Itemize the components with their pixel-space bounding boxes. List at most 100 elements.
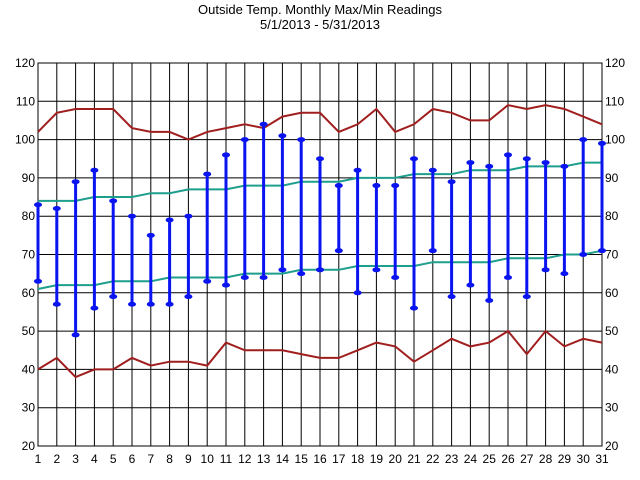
daily-min-marker bbox=[522, 294, 531, 300]
daily-min-marker bbox=[297, 271, 306, 277]
y-tick-label-right: 110 bbox=[605, 94, 624, 108]
x-tick-label: 22 bbox=[426, 452, 440, 466]
y-tick-label-right: 80 bbox=[605, 209, 619, 223]
x-tick-label: 29 bbox=[558, 452, 572, 466]
y-tick-label-left: 80 bbox=[22, 209, 36, 223]
y-tick-label-right: 100 bbox=[605, 133, 625, 147]
daily-max-marker bbox=[372, 183, 381, 189]
daily-max-marker bbox=[466, 160, 475, 166]
x-tick-label: 27 bbox=[520, 452, 534, 466]
x-tick-label: 13 bbox=[257, 452, 271, 466]
daily-max-marker bbox=[579, 137, 588, 143]
daily-max-marker bbox=[34, 202, 42, 208]
x-tick-label: 19 bbox=[370, 452, 384, 466]
daily-min-marker bbox=[353, 290, 362, 296]
x-tick-label: 7 bbox=[147, 452, 154, 466]
daily-min-marker bbox=[165, 301, 174, 307]
daily-max-marker bbox=[334, 183, 343, 189]
daily-min-marker bbox=[240, 274, 249, 280]
record-high-line bbox=[37, 104, 603, 141]
x-tick-label: 15 bbox=[295, 452, 309, 466]
x-tick-label: 31 bbox=[595, 452, 609, 466]
x-tick-label: 24 bbox=[464, 452, 478, 466]
daily-max-marker bbox=[297, 137, 306, 143]
y-tick-label-right: 70 bbox=[605, 248, 619, 262]
x-tick-label: 20 bbox=[389, 452, 403, 466]
daily-max-marker bbox=[259, 121, 268, 127]
daily-min-marker bbox=[560, 271, 569, 277]
daily-min-marker bbox=[52, 301, 61, 307]
x-tick-label: 16 bbox=[313, 452, 327, 466]
daily-max-marker bbox=[541, 160, 550, 166]
daily-min-marker bbox=[372, 267, 381, 273]
daily-max-marker bbox=[428, 167, 437, 173]
x-tick-label: 17 bbox=[332, 452, 346, 466]
y-tick-label-right: 120 bbox=[605, 56, 625, 70]
daily-min-marker bbox=[222, 282, 230, 288]
daily-min-marker bbox=[541, 267, 550, 273]
daily-max-marker bbox=[203, 171, 212, 177]
daily-max-marker bbox=[316, 156, 324, 162]
chart-subtitle: 5/1/2013 - 5/31/2013 bbox=[260, 17, 380, 32]
daily-max-marker bbox=[504, 152, 512, 158]
y-tick-label-left: 110 bbox=[16, 94, 35, 108]
y-tick-label-left: 100 bbox=[15, 133, 35, 147]
x-tick-label: 14 bbox=[276, 452, 290, 466]
daily-max-marker bbox=[146, 232, 155, 238]
daily-max-marker bbox=[447, 179, 456, 185]
daily-min-marker bbox=[504, 274, 512, 280]
y-tick-label-right: 20 bbox=[605, 439, 619, 453]
y-tick-label-left: 120 bbox=[15, 56, 35, 70]
daily-max-marker bbox=[71, 179, 80, 185]
daily-max-marker bbox=[165, 217, 174, 223]
x-tick-label: 23 bbox=[445, 452, 459, 466]
daily-min-marker bbox=[109, 294, 118, 300]
daily-min-marker bbox=[428, 248, 437, 254]
daily-max-marker bbox=[598, 140, 606, 146]
y-tick-label-left: 90 bbox=[22, 171, 36, 185]
x-tick-label: 1 bbox=[35, 452, 42, 466]
y-tick-label-right: 90 bbox=[605, 171, 619, 185]
daily-min-marker bbox=[598, 248, 606, 254]
daily-max-marker bbox=[128, 213, 136, 219]
daily-min-marker bbox=[447, 294, 456, 300]
daily-min-marker bbox=[71, 332, 80, 338]
daily-max-marker bbox=[278, 133, 287, 139]
daily-min-marker bbox=[391, 274, 400, 280]
x-tick-label: 6 bbox=[129, 452, 136, 466]
daily-min-marker bbox=[259, 274, 268, 280]
daily-max-marker bbox=[353, 167, 362, 173]
x-tick-label: 2 bbox=[53, 452, 60, 466]
x-tick-label: 9 bbox=[185, 452, 192, 466]
daily-min-marker bbox=[278, 267, 287, 273]
daily-min-marker bbox=[146, 301, 155, 307]
daily-min-marker bbox=[466, 282, 475, 288]
y-tick-label-right: 60 bbox=[605, 286, 619, 300]
chart-title: Outside Temp. Monthly Max/Min Readings bbox=[198, 2, 442, 17]
daily-max-marker bbox=[410, 156, 418, 162]
daily-max-marker bbox=[485, 163, 494, 169]
daily-max-marker bbox=[560, 163, 569, 169]
daily-min-marker bbox=[485, 297, 494, 303]
x-tick-label: 28 bbox=[539, 452, 553, 466]
daily-max-marker bbox=[109, 198, 118, 204]
daily-min-marker bbox=[34, 278, 42, 284]
x-tick-label: 8 bbox=[166, 452, 173, 466]
daily-min-marker bbox=[316, 267, 324, 273]
daily-min-marker bbox=[203, 278, 212, 284]
y-tick-label-left: 20 bbox=[22, 439, 36, 453]
y-tick-label-left: 40 bbox=[22, 362, 36, 376]
daily-min-marker bbox=[90, 305, 99, 311]
y-tick-label-right: 40 bbox=[605, 362, 619, 376]
x-tick-label: 26 bbox=[501, 452, 515, 466]
y-tick-label-left: 50 bbox=[22, 324, 36, 338]
x-tick-label: 18 bbox=[351, 452, 365, 466]
daily-max-marker bbox=[222, 152, 230, 158]
daily-max-marker bbox=[90, 167, 99, 173]
x-tick-label: 4 bbox=[91, 452, 98, 466]
y-tick-label-left: 70 bbox=[22, 248, 36, 262]
daily-min-marker bbox=[128, 301, 136, 307]
y-tick-label-right: 50 bbox=[605, 324, 619, 338]
